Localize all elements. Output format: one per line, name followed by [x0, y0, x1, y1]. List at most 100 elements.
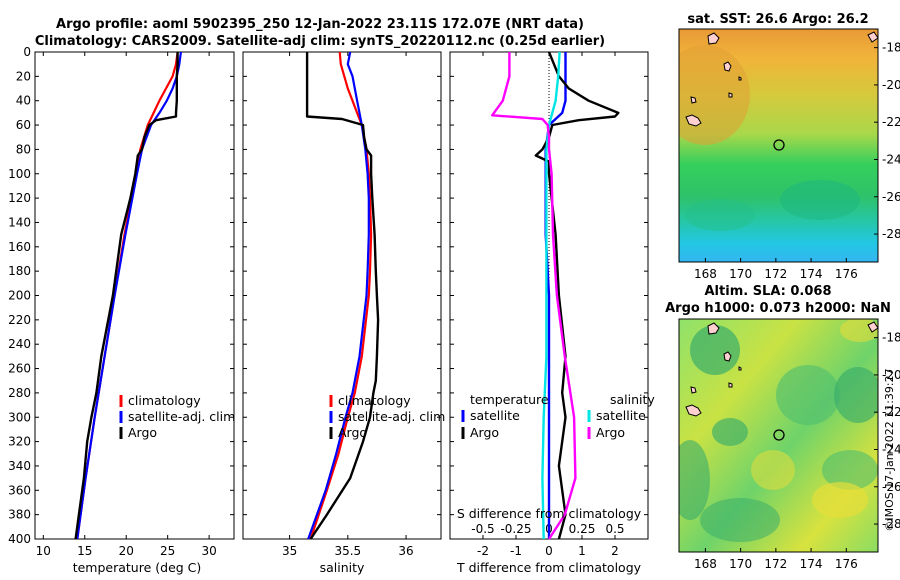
series-t-argo — [534, 51, 620, 540]
legend-satellite-label: satellite-adj. clim — [128, 409, 235, 424]
sst-cool-patch — [685, 199, 755, 231]
sst-map-title: sat. SST: 26.6 Argo: 26.2 — [687, 12, 868, 27]
sla-high-patch — [751, 450, 795, 490]
legend-s-argo-label: Argo — [596, 425, 625, 440]
lon-tick-label: 170 — [729, 557, 752, 571]
sla-low-patch — [776, 365, 840, 425]
imos-watermark: ©IMOS 17-Jan-2022 11:39:27 — [883, 368, 896, 531]
x-top-tick-label: -0.25 — [500, 522, 531, 536]
lon-tick-label: 174 — [800, 267, 823, 281]
legend-s-satellite-label: satellite — [596, 408, 646, 423]
depth-tick-label: 160 — [8, 240, 31, 254]
lat-tick-label: -22 — [882, 405, 900, 419]
sla-low-patch — [712, 418, 748, 446]
difference-legend-temperature: temperature satellite Argo — [461, 392, 549, 440]
sst-argo-marker — [773, 139, 785, 151]
sla-high-patch — [812, 482, 868, 518]
salinity-panel: 35 35.5 36 salinity climatology satellite-… — [242, 51, 445, 575]
depth-tick-label: 140 — [8, 215, 31, 229]
depth-tick-label: 80 — [16, 142, 31, 156]
depth-tick-label: 360 — [8, 483, 31, 497]
main-title-line1: Argo profile: aoml 5902395_250 12-Jan-20… — [56, 17, 584, 32]
lat-tick-label: -26 — [882, 190, 900, 204]
difference-legend-salinity: salinity satellite Argo — [587, 392, 655, 440]
lat-tick-label: -26 — [882, 480, 900, 494]
legend-climatology-label: climatology — [128, 393, 201, 408]
depth-tick-label: 60 — [16, 118, 31, 132]
lon-tick-label: 172 — [764, 557, 787, 571]
depth-tick-label: 400 — [8, 532, 31, 546]
depth-tick-label: 260 — [8, 362, 31, 376]
sla-map-title-line1: Altim. SLA: 0.068 — [705, 284, 832, 299]
series-s-satellite — [541, 51, 561, 540]
legend-t-argo-label: Argo — [470, 425, 499, 440]
lat-tick-label: -18 — [882, 331, 900, 345]
lat-tick-label: -28 — [882, 517, 900, 531]
sst-warm-patch — [679, 45, 750, 145]
x-tick-label: -1 — [510, 544, 522, 558]
x-tick-label: 0 — [545, 544, 553, 558]
depth-tick-label: 200 — [8, 289, 31, 303]
temperature-panel: 0204060801001201401601802002202402602803… — [8, 45, 648, 575]
legend-salinity-title: salinity — [610, 392, 655, 407]
sla-map-title-line2: Argo h1000: 0.073 h2000: NaN — [665, 301, 891, 316]
lon-tick-label: 168 — [694, 267, 717, 281]
salinity-legend: climatology satellite-adj. clim Argo — [329, 393, 445, 440]
x-tick-label: 35 — [282, 544, 297, 558]
temperature-axes-frame — [34, 51, 235, 540]
x-tick-label: 25 — [160, 544, 175, 558]
salinity-axes-frame — [242, 51, 442, 540]
sla-low-patch — [679, 440, 710, 520]
depth-tick-label: 300 — [8, 410, 31, 424]
sst-map-panel: sat. SST: 26.6 Argo: 26.2 168 170 172 174 17… — [678, 12, 900, 281]
depth-tick-label: 40 — [16, 94, 31, 108]
sst-coastline — [685, 31, 879, 127]
lon-tick-label: 176 — [835, 267, 858, 281]
legend-argo-label: Argo — [128, 425, 157, 440]
lon-tick-label: 174 — [800, 557, 823, 571]
depth-tick-label: 280 — [8, 386, 31, 400]
sla-low-patch — [700, 498, 780, 542]
sla-argo-marker — [773, 429, 785, 441]
difference-xlabel: T difference from climatology — [456, 560, 642, 575]
depth-tick-label: 320 — [8, 435, 31, 449]
series-climatology — [76, 51, 179, 540]
x-top-tick-label: -0.5 — [471, 522, 494, 536]
depth-tick-label: 380 — [8, 508, 31, 522]
lat-tick-label: -22 — [882, 115, 900, 129]
legend-temperature-title: temperature — [470, 392, 549, 407]
depth-tick-label: 20 — [16, 69, 31, 83]
temperature-legend: climatology satellite-adj. clim Argo — [119, 393, 235, 440]
depth-tick-label: 0 — [23, 45, 31, 59]
salinity-xlabel: salinity — [320, 560, 365, 575]
x-top-tick-label: 0.25 — [569, 522, 596, 536]
sla-coastline — [685, 321, 879, 417]
depth-tick-label: 180 — [8, 264, 31, 278]
legend-satellite-label: satellite-adj. clim — [338, 409, 445, 424]
series-satellite-adj-clim — [76, 51, 182, 540]
depth-tick-label: 240 — [8, 337, 31, 351]
sst-map-frame — [678, 28, 879, 263]
lon-tick-label: 168 — [694, 557, 717, 571]
sla-low-patch — [822, 450, 878, 490]
x-tick-label: 20 — [119, 544, 134, 558]
series-argo — [74, 52, 179, 540]
lat-tick-label: -24 — [882, 442, 900, 456]
sla-map-frame — [678, 318, 879, 553]
series-satellite-adj-clim — [307, 51, 370, 540]
depth-tick-label: 120 — [8, 191, 31, 205]
x-tick-label: -2 — [477, 544, 489, 558]
x-tick-label: 35.5 — [334, 544, 361, 558]
lon-tick-label: 176 — [835, 557, 858, 571]
lat-tick-label: -18 — [882, 41, 900, 55]
lat-tick-label: -24 — [882, 152, 900, 166]
sst-cool-patch — [780, 180, 860, 220]
temperature-xlabel: temperature (deg C) — [73, 560, 202, 575]
difference-panel: -2 -1 0 1 2-0.5 -0.25 0 0.25 0.5 T difference fr… — [449, 51, 655, 575]
main-title-line2: Climatology: CARS2009. Satellite-adj cli… — [35, 34, 605, 49]
x-tick-label: 10 — [36, 544, 51, 558]
x-tick-label: 15 — [77, 544, 92, 558]
x-tick-label: 30 — [201, 544, 216, 558]
series-argo — [305, 52, 380, 540]
